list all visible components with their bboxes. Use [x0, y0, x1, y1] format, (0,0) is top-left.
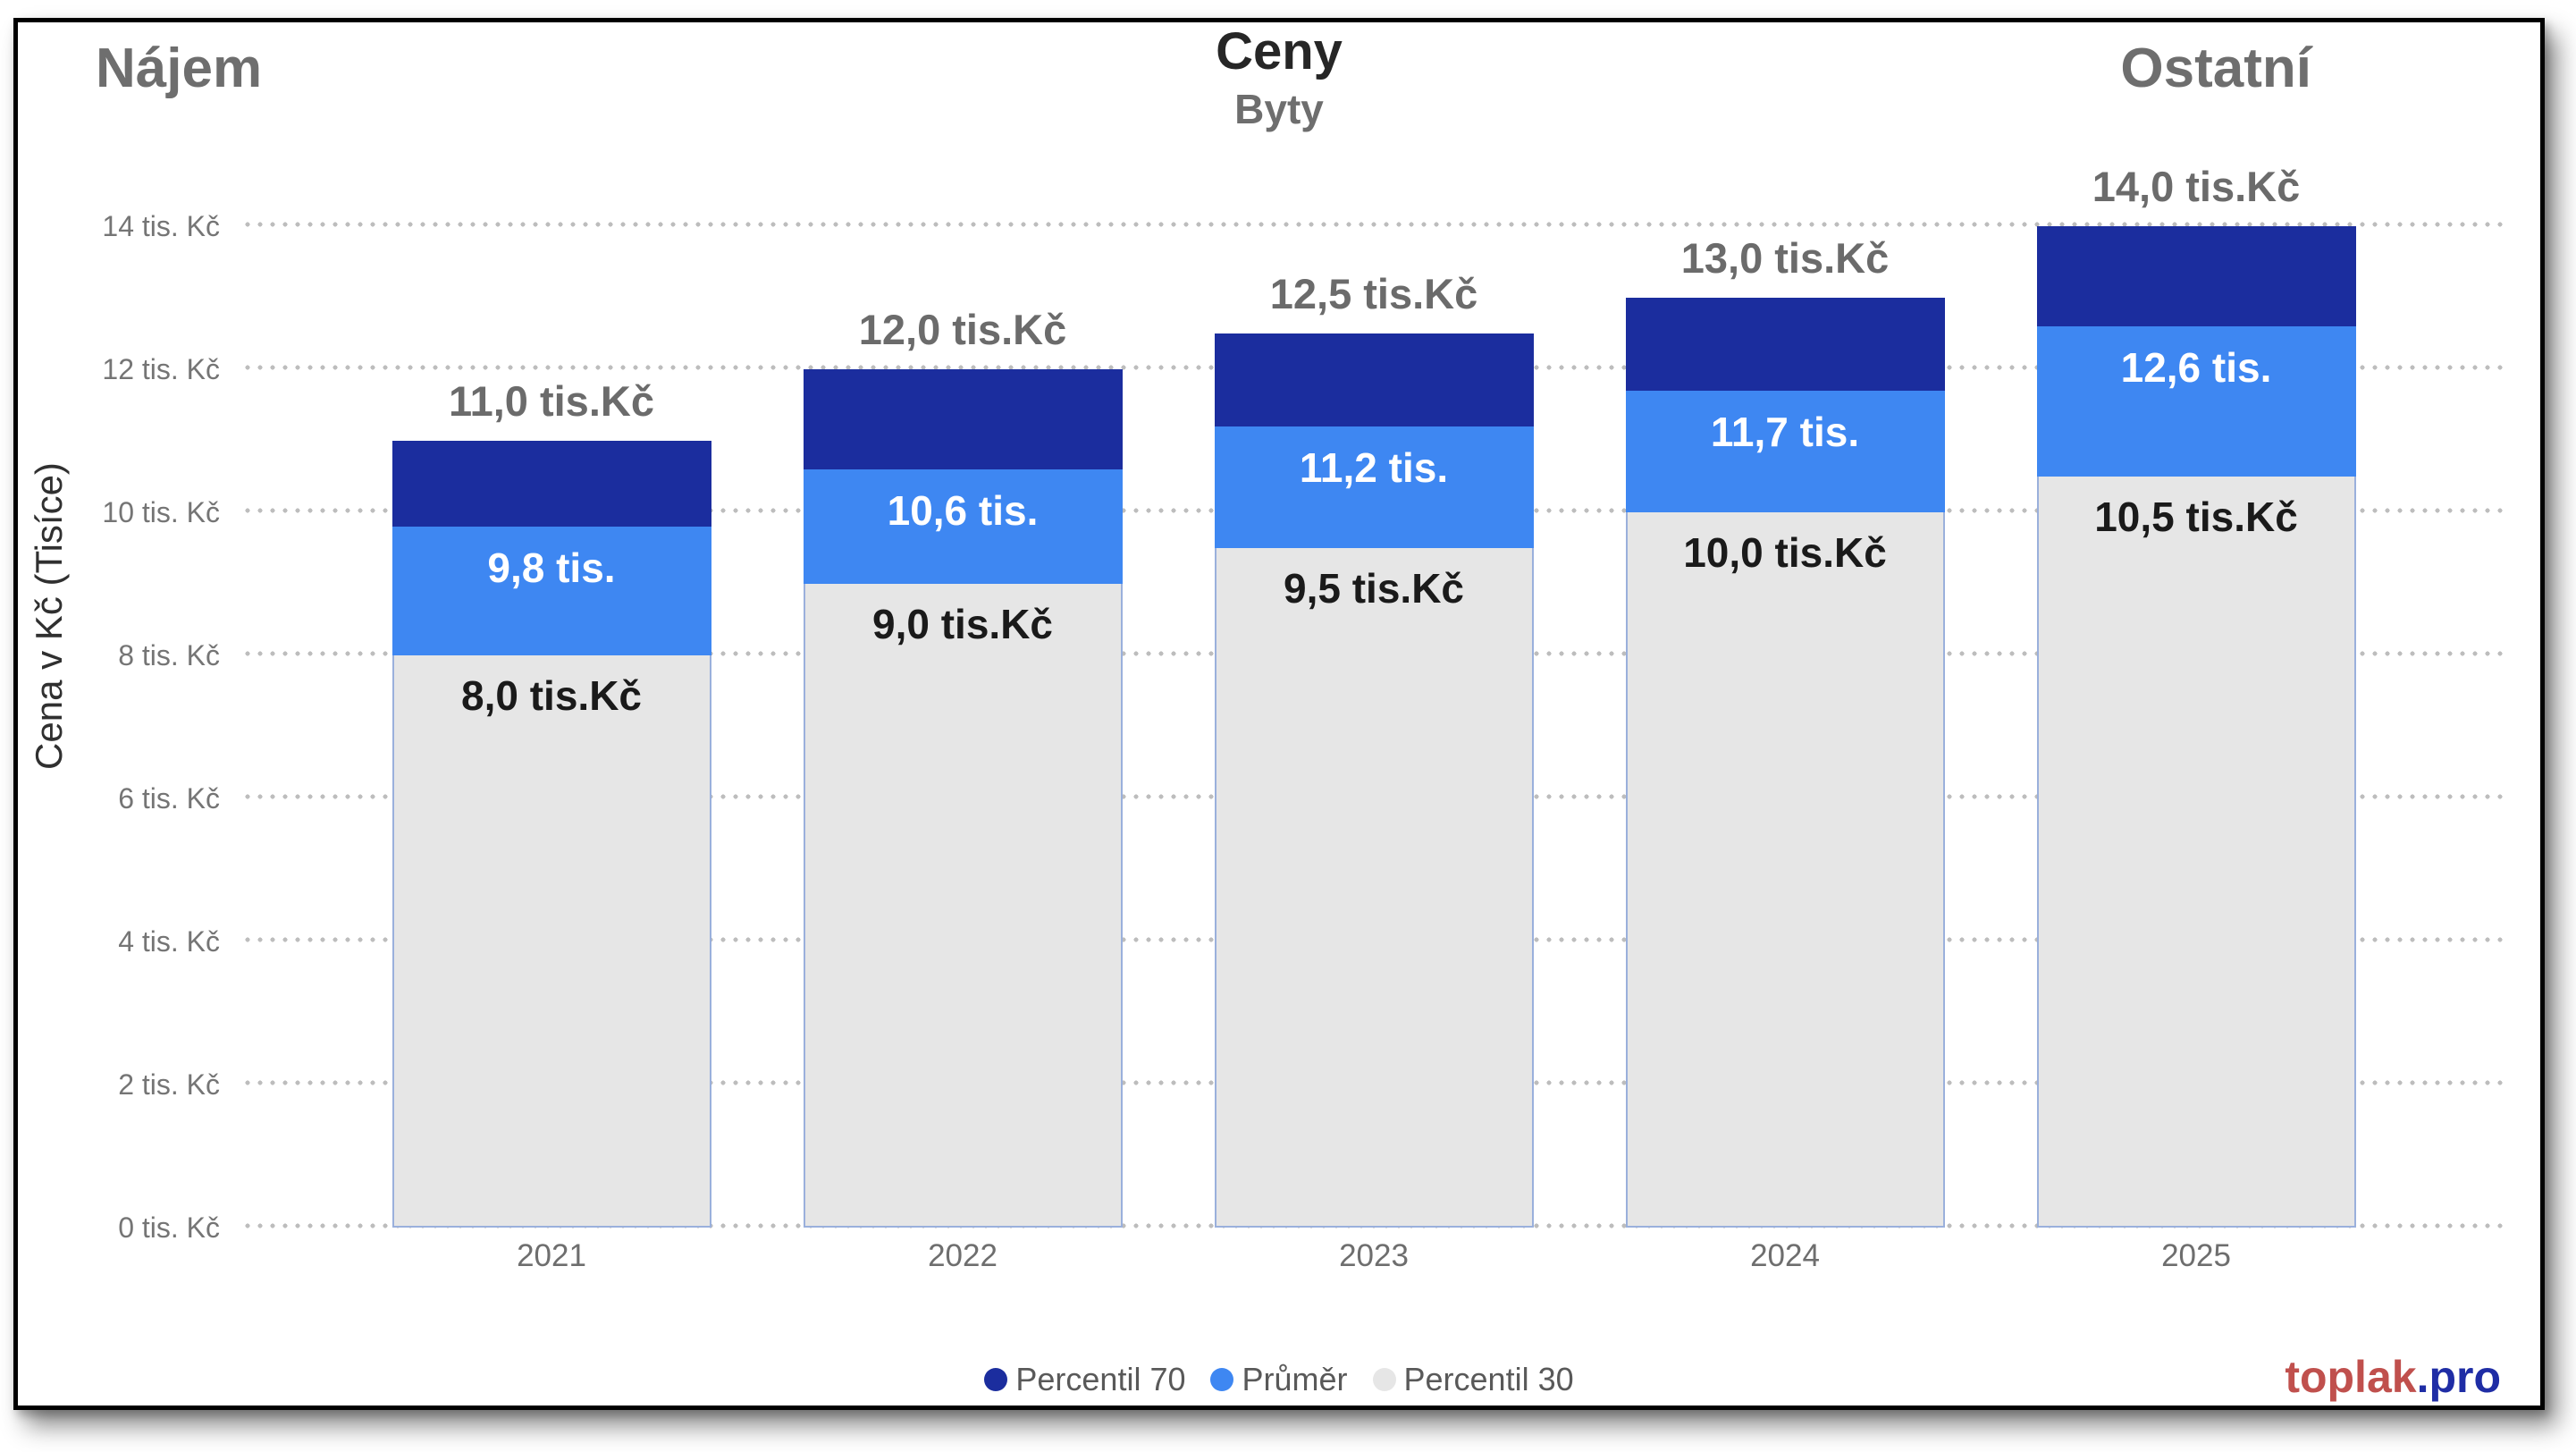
y-tick-label: 8 tis. Kč	[118, 639, 220, 671]
bar-segment-percentil-30[interactable]: 9,5 tis.Kč	[1214, 548, 1534, 1228]
bar-value-label-prumer: 9,8 tis.	[487, 544, 616, 591]
bar-value-label-percentil-70: 13,0 tis.Kč	[1680, 234, 1890, 282]
plot-area: 0 tis. Kč 2 tis. Kč 4 tis. Kč 6 tis. Kč 8 ti…	[18, 22, 2540, 1406]
legend-dot-percentil-30	[1372, 1368, 1396, 1391]
y-tick-label: 4 tis. Kč	[118, 925, 220, 958]
x-tick-label: 2022	[928, 1238, 998, 1273]
y-tick-label: 6 tis. Kč	[118, 782, 220, 815]
legend-dot-prumer	[1210, 1368, 1234, 1391]
bar-value-label-percentil-30: 8,0 tis.Kč	[461, 672, 642, 719]
bar-group-2022: 12,0 tis.Kč 10,6 tis. 9,0 tis.Kč	[803, 22, 1123, 1228]
bar-segment-percentil-30[interactable]: 10,0 tis.Kč	[1625, 512, 1945, 1228]
header-title-right: Ostatní	[2120, 38, 2311, 99]
y-tick-label: 10 tis. Kč	[102, 496, 220, 528]
bar-value-label-percentil-70: 14,0 tis.Kč	[2092, 163, 2301, 210]
bar-value-label-percentil-70: 12,5 tis.Kč	[1269, 270, 1478, 317]
bar-segment-percentil-30[interactable]: 9,0 tis.Kč	[803, 584, 1123, 1228]
bar-group-2021: 11,0 tis.Kč 9,8 tis. 8,0 tis.Kč	[391, 22, 711, 1228]
bar-segment-percentil-70[interactable]	[1625, 298, 1945, 391]
bar-segment-percentil-70[interactable]	[2036, 226, 2356, 326]
bar-value-label-percentil-30: 9,0 tis.Kč	[872, 601, 1053, 647]
bar-segment-prumer[interactable]: 11,7 tis.	[1625, 391, 1945, 512]
bar-group-2023: 12,5 tis.Kč 11,2 tis. 9,5 tis.Kč	[1214, 22, 1534, 1228]
bar-segment-percentil-30[interactable]: 8,0 tis.Kč	[391, 655, 711, 1228]
x-tick-label: 2023	[1339, 1238, 1409, 1273]
bar-value-label-percentil-30: 10,5 tis.Kč	[2094, 494, 2298, 540]
chart-subtitle: Byty	[1234, 86, 1324, 132]
logo-part2: .pro	[2416, 1352, 2501, 1402]
logo: toplak.pro	[2285, 1351, 2501, 1403]
bar-group-2025: 14,0 tis.Kč 12,6 tis. 10,5 tis.Kč	[2036, 22, 2356, 1228]
logo-part1: toplak	[2285, 1352, 2417, 1402]
bar-segment-prumer[interactable]: 10,6 tis.	[803, 469, 1123, 584]
header-title-left: Nájem	[96, 38, 263, 99]
chart-card: Nájem Ceny Byty Ostatní Cena v Kč (Tisíc…	[13, 18, 2545, 1410]
legend-label: Průměr	[1242, 1361, 1348, 1397]
legend-item-percentil-70[interactable]: Percentil 70	[984, 1361, 1185, 1398]
legend-item-percentil-30[interactable]: Percentil 30	[1372, 1361, 1574, 1398]
bar-value-label-percentil-70: 12,0 tis.Kč	[858, 306, 1067, 353]
bar-segment-percentil-30[interactable]: 10,5 tis.Kč	[2036, 477, 2356, 1228]
legend-item-prumer[interactable]: Průměr	[1210, 1361, 1348, 1398]
bar-value-label-percentil-30: 10,0 tis.Kč	[1683, 529, 1887, 576]
y-tick-label: 0 tis. Kč	[118, 1211, 220, 1244]
x-tick-label: 2021	[517, 1238, 586, 1273]
bar-segment-prumer[interactable]: 11,2 tis.	[1214, 426, 1534, 548]
x-tick-label: 2024	[1750, 1238, 1820, 1273]
bar-value-label-prumer: 11,7 tis.	[1710, 409, 1860, 455]
bar-value-label-percentil-70: 11,0 tis.Kč	[449, 377, 654, 425]
bar-value-label-prumer: 11,2 tis.	[1299, 444, 1449, 491]
legend-dot-percentil-70	[984, 1368, 1008, 1391]
y-tick-label: 2 tis. Kč	[118, 1068, 220, 1101]
bar-segment-percentil-70[interactable]	[391, 441, 711, 527]
bar-segment-percentil-70[interactable]	[1214, 333, 1534, 426]
legend: Percentil 70 Průměr Percentil 30	[18, 1355, 2540, 1405]
y-tick-label: 12 tis. Kč	[102, 353, 220, 385]
x-tick-label: 2025	[2161, 1238, 2231, 1273]
bar-value-label-prumer: 10,6 tis.	[887, 487, 1039, 534]
bar-segment-prumer[interactable]: 12,6 tis.	[2036, 326, 2356, 477]
y-tick-label: 14 tis. Kč	[102, 210, 220, 242]
chart-title: Ceny	[1216, 22, 1343, 80]
gridline	[241, 222, 2503, 227]
bar-value-label-percentil-30: 9,5 tis.Kč	[1284, 565, 1464, 612]
bar-segment-percentil-70[interactable]	[803, 369, 1123, 469]
bar-group-2024: 13,0 tis.Kč 11,7 tis. 10,0 tis.Kč	[1625, 22, 1945, 1228]
legend-label: Percentil 30	[1403, 1361, 1574, 1397]
bar-value-label-prumer: 12,6 tis.	[2120, 344, 2272, 391]
header-center-block: Ceny Byty	[18, 22, 2540, 132]
bar-segment-prumer[interactable]: 9,8 tis.	[391, 527, 711, 655]
legend-label: Percentil 70	[1015, 1361, 1186, 1397]
